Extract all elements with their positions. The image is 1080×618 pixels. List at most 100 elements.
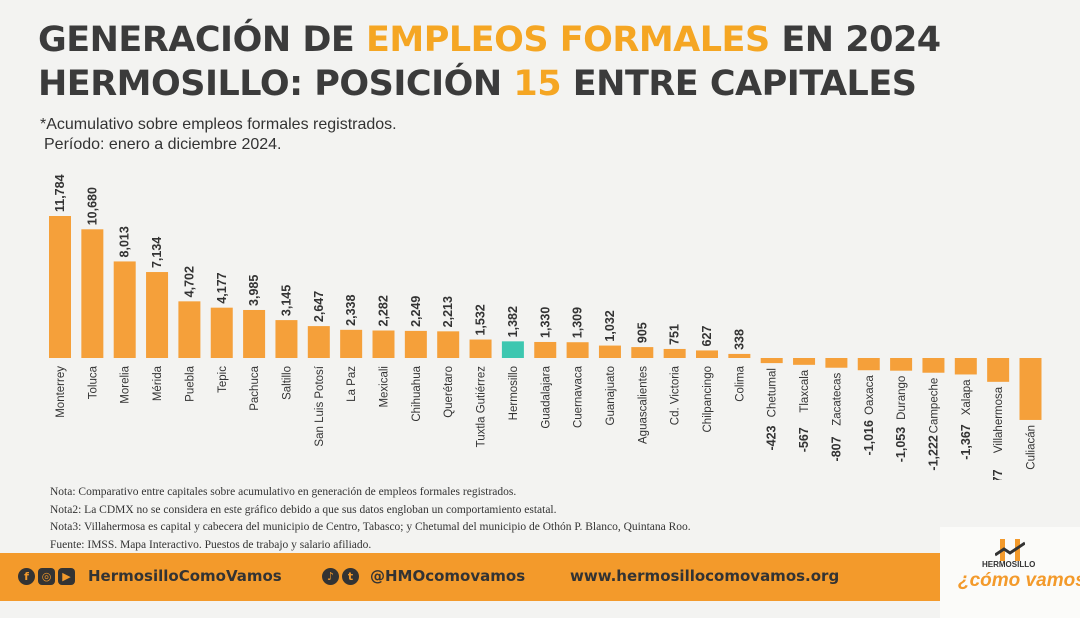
twitter-icon[interactable]: t [342,568,359,585]
bar-7 [275,320,298,358]
category-label: Puebla [184,365,196,401]
category-label: La Paz [346,366,358,402]
value-label: 7,134 [150,237,164,268]
bar-24 [825,358,848,368]
category-label: Cd. Victoria [670,365,682,425]
bar-1 [81,229,104,358]
category-label: Tuxtla Gutiérrez [476,366,488,448]
value-label: 4,177 [215,272,229,303]
bar-2 [113,261,136,358]
source-note: Fuente: IMSS. Mapa Interactivo. Puestos … [50,538,372,551]
bar-17 [598,345,621,358]
bar-3 [146,272,169,358]
value-label: -1,367 [959,424,973,459]
twitter-handle[interactable]: @HMOcomovamos [370,567,526,585]
value-label: 1,330 [538,307,552,338]
category-label: Colima [734,365,746,401]
bar-15 [534,341,557,358]
value-label: 11,784 [53,174,67,212]
value-label: 751 [668,324,682,345]
category-label: Guadalajara [540,365,552,428]
value-label: 1,309 [571,307,585,338]
bar-21 [728,353,751,358]
category-label: Aguascalientes [637,366,649,444]
category-label: Monterrey [55,366,67,418]
bar-14 [501,341,524,358]
note-1: Nota: Comparativo entre capitales sobre … [50,486,517,498]
instagram-icon[interactable]: ◎ [38,568,55,585]
value-label: -567 [797,427,811,452]
value-label: -1,053 [894,427,908,462]
bar-13 [469,339,492,358]
value-label: 3,985 [247,275,261,306]
category-label: Mérida [152,365,164,401]
note-3: Nota3: Villahermosa es capital y cabecer… [50,521,691,533]
logo-tagline: ¿cómo vamos? [958,570,1080,591]
title-line-2: HERMOSILLO: POSICIÓN 15 ENTRE CAPITALES [38,64,917,104]
position-highlight: 15 [513,64,562,104]
notes-block: Nota: Comparativo entre capitales sobre … [50,484,691,554]
value-label: 3,145 [279,285,293,316]
bar-12 [437,331,460,358]
value-label: 627 [700,326,714,347]
value-label: -423 [765,425,779,450]
logo-city: HERMOSILLO [982,560,1036,569]
subtitle: *Acumulativo sobre empleos formales regi… [40,116,397,133]
value-label: 2,213 [441,296,455,327]
bar-9 [340,329,363,358]
category-label: Chihuahua [411,365,423,421]
bar-0 [49,216,71,358]
bar-6 [243,309,266,358]
category-label: Villahermosa [993,386,1005,453]
value-label: 10,680 [85,187,99,225]
period-note: Período: enero a diciembre 2024. [44,136,282,153]
category-label: Hermosillo [508,366,520,420]
category-label: Toluca [87,365,99,399]
facebook-icon[interactable]: f [18,568,35,585]
bar-29 [987,358,1010,382]
bar-27 [922,358,945,373]
bar-22 [760,358,783,364]
bar-10 [372,330,395,358]
category-label: Zacatecas [831,372,843,425]
title-text: HERMOSILLO: POSICIÓN [38,64,514,104]
value-label: 905 [635,322,649,343]
category-label: Tepic [217,366,229,393]
value-label: -1,222 [926,435,940,470]
bar-8 [307,326,330,358]
category-label: Saltillo [281,366,293,400]
category-label: Culiacán [1026,425,1038,470]
category-label: Xalapa [961,379,973,415]
category-label: Morelia [120,365,132,403]
value-label: 8,013 [118,226,132,257]
title-text-end: EN 2024 [769,20,941,60]
category-label: Oaxaca [864,375,876,415]
category-label: Mexicali [379,366,391,408]
bar-20 [696,350,718,358]
logo-mark-icon [995,539,1025,561]
youtube-icon[interactable]: ▶ [58,568,75,585]
value-label: -1,977 [991,469,1005,480]
category-label: San Luis Potosí [314,365,326,446]
value-label: 2,647 [312,291,326,322]
bar-23 [793,358,816,365]
value-label: 2,249 [409,296,423,327]
category-label: Chetumal [767,368,779,417]
category-label: Durango [896,376,908,420]
bar-25 [857,358,880,371]
value-label: 2,282 [377,295,391,326]
bar-16 [566,342,589,358]
category-label: Querétaro [443,366,455,418]
bar-4 [178,301,201,358]
category-label: Chilpancingo [702,366,714,433]
tiktok-icon[interactable]: ♪ [322,568,339,585]
category-label: Campeche [928,378,940,434]
social-handle[interactable]: HermosilloComoVamos [88,567,282,585]
bar-19 [663,348,686,358]
bar-11 [404,330,427,358]
footer-bar: f ◎ ▶ HermosilloComoVamos ♪ t @HMOcomova… [0,553,1080,601]
value-label: -807 [829,436,843,461]
bar-28 [954,358,977,375]
website-link[interactable]: www.hermosillocomovamos.org [570,567,840,585]
note-2: Nota2: La CDMX no se considera en este g… [50,503,557,516]
